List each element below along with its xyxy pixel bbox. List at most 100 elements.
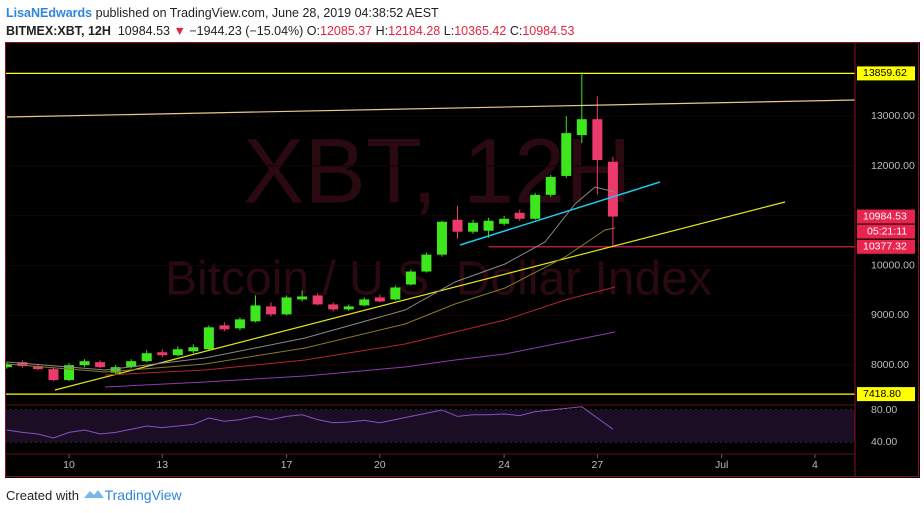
candle-body	[436, 221, 447, 255]
brand[interactable]: TradingView	[104, 487, 182, 503]
ohlc-value: 10365.42	[454, 24, 507, 38]
candle-body	[328, 304, 339, 310]
trend-line	[459, 181, 661, 246]
candle-body	[141, 353, 152, 362]
x-tick-label: 27	[592, 459, 604, 471]
moving-average	[104, 286, 616, 376]
symbol: BITMEX:XBT, 12H	[6, 24, 111, 38]
footer: Created with TradingView	[6, 487, 182, 503]
candle-body	[157, 352, 168, 356]
candle-body	[452, 219, 463, 232]
logo	[83, 490, 104, 498]
price-label: 13859.62	[863, 67, 907, 79]
rsi-tick-label: 80.00	[871, 404, 897, 416]
trend-line	[54, 201, 786, 391]
published: published on TradingView.com, June 28, 2…	[95, 6, 439, 20]
footer-text: Created with	[6, 488, 79, 503]
ohlc-value: 10984.53	[522, 24, 575, 38]
price-box	[857, 239, 915, 254]
moving-average	[6, 186, 616, 371]
candle-body	[172, 349, 183, 356]
y-tick-label: 10000.00	[871, 259, 915, 271]
candle-body	[234, 319, 245, 329]
candle-body	[64, 365, 75, 381]
price-label: 10377.32	[863, 241, 907, 253]
candle-body	[266, 306, 277, 315]
author[interactable]: LisaNEdwards	[6, 6, 93, 20]
candle-body	[48, 369, 59, 381]
header-line: LisaNEdwards published on TradingView.co…	[6, 4, 574, 22]
arrow: ▼	[173, 24, 186, 38]
price-box	[857, 66, 915, 81]
candle-body	[530, 194, 541, 219]
ohlc-value: 12184.28	[388, 24, 441, 38]
price-box	[857, 387, 915, 402]
candle-body	[374, 297, 385, 302]
ohlc-key: O:	[306, 24, 320, 38]
rsi-line	[6, 406, 614, 439]
price-label: 7418.80	[863, 388, 901, 400]
y-tick-label: 13000.00	[871, 110, 915, 122]
y-tick-label: 8000.00	[871, 359, 909, 371]
header: LisaNEdwards published on TradingView.co…	[6, 4, 574, 40]
candle-body	[561, 133, 572, 176]
watermark: Bitcoin / U.S. Dollar Index	[165, 253, 712, 306]
x-tick-label: 10	[63, 459, 75, 471]
candle-body	[250, 305, 261, 322]
candle-body	[32, 366, 43, 370]
candle-body	[5, 364, 12, 368]
rsi-tick-label: 40.00	[871, 436, 897, 448]
candle-body	[219, 325, 230, 330]
candle-body	[297, 296, 308, 300]
candle-body	[188, 347, 199, 352]
ohlc-key: L:	[443, 24, 455, 38]
rsi-band	[5, 410, 855, 442]
candle-body	[126, 361, 137, 368]
plot	[5, 72, 855, 458]
last: 10984.53	[117, 24, 170, 38]
candle-body	[95, 362, 106, 368]
x-tick-label: 24	[498, 459, 510, 471]
x-tick-label: 17	[281, 459, 293, 471]
candle-body	[312, 295, 323, 305]
candle-body	[359, 299, 370, 306]
candle-body	[545, 176, 556, 195]
candle-body	[468, 222, 479, 232]
ohlc-value: 12085.37	[320, 24, 373, 38]
x-tick-label: 20	[374, 459, 386, 471]
candle-body	[17, 362, 28, 367]
candle-body	[576, 119, 587, 136]
candle-body	[343, 306, 354, 310]
candle-body	[592, 119, 603, 161]
candle-body	[405, 271, 416, 285]
countdown: 05:21:11	[867, 225, 907, 237]
change: −1944.23 (−15.04%)	[189, 24, 304, 38]
y-tick-label: 12000.00	[871, 160, 915, 172]
candle-body	[514, 212, 525, 219]
header-line: BITMEX:XBT, 12H 10984.53 ▼ −1944.23 (−15…	[6, 22, 574, 40]
candle-body	[607, 161, 618, 217]
candle-body	[483, 220, 494, 231]
candle-body	[79, 361, 90, 366]
candle-body	[499, 218, 510, 224]
chart: XBT, 12H Bitcoin / U.S. Dollar Index 800…	[5, 42, 920, 478]
moving-average	[104, 331, 616, 388]
ohlc-key: C:	[509, 24, 523, 38]
candle-body	[110, 367, 121, 373]
x-tick-label: Jul	[715, 459, 728, 471]
moving-average	[6, 227, 616, 373]
price-label: 10984.53	[863, 210, 907, 222]
y-tick-label: 9000.00	[871, 309, 909, 321]
countdown-box	[857, 224, 915, 239]
watermark: XBT, 12H	[243, 120, 632, 222]
trend-line	[6, 99, 856, 118]
x-tick-label: 4	[812, 459, 818, 471]
candle-body	[390, 287, 401, 300]
ohlc-key: H:	[375, 24, 389, 38]
candle-body	[421, 254, 432, 272]
x-tick-label: 13	[156, 459, 168, 471]
frame	[5, 42, 919, 477]
ohlc: O:12085.37 H:12184.28 L:10365.42 C:10984…	[307, 24, 575, 38]
candle-body	[281, 297, 292, 315]
